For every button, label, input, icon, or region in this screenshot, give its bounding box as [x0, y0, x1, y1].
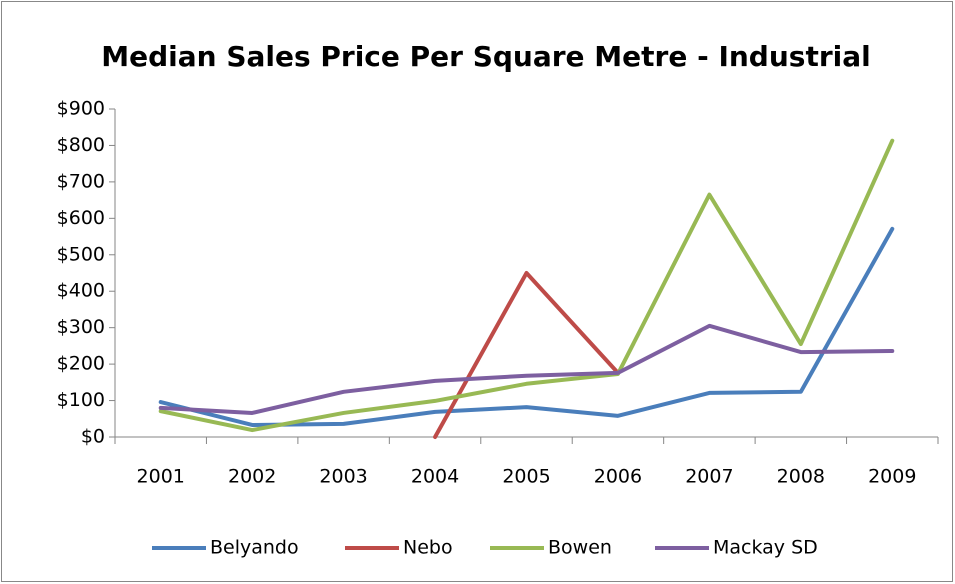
x-tick-label: 2003 — [319, 466, 367, 488]
y-tick-label: $300 — [57, 316, 105, 338]
legend-label: Belyando — [210, 537, 299, 559]
y-tick-label: $800 — [57, 134, 105, 156]
x-tick-label: 2007 — [685, 466, 733, 488]
y-tick-label: $700 — [57, 170, 105, 192]
y-tick-label: $0 — [81, 426, 105, 448]
y-tick-label: $600 — [57, 207, 105, 229]
legend-label: Bowen — [548, 537, 612, 559]
legend-label: Nebo — [403, 537, 453, 559]
x-tick-label: 2008 — [777, 466, 825, 488]
y-tick-label: $500 — [57, 243, 105, 265]
series-line — [158, 138, 895, 433]
x-tick-label: 2002 — [228, 466, 276, 488]
series-line — [158, 323, 895, 415]
x-tick-label: 2006 — [594, 466, 642, 488]
series-line — [433, 271, 620, 439]
y-tick-label: $100 — [57, 389, 105, 411]
x-tick-label: 2009 — [868, 466, 916, 488]
x-tick-label: 2004 — [411, 466, 459, 488]
chart-title: Median Sales Price Per Square Metre - In… — [101, 40, 870, 73]
legend-label: Mackay SD — [713, 537, 818, 559]
y-tick-label: $900 — [57, 98, 105, 120]
y-tick-label: $200 — [57, 353, 105, 375]
y-tick-label: $400 — [57, 280, 105, 302]
x-tick-label: 2001 — [137, 466, 185, 488]
x-tick-label: 2005 — [502, 466, 550, 488]
